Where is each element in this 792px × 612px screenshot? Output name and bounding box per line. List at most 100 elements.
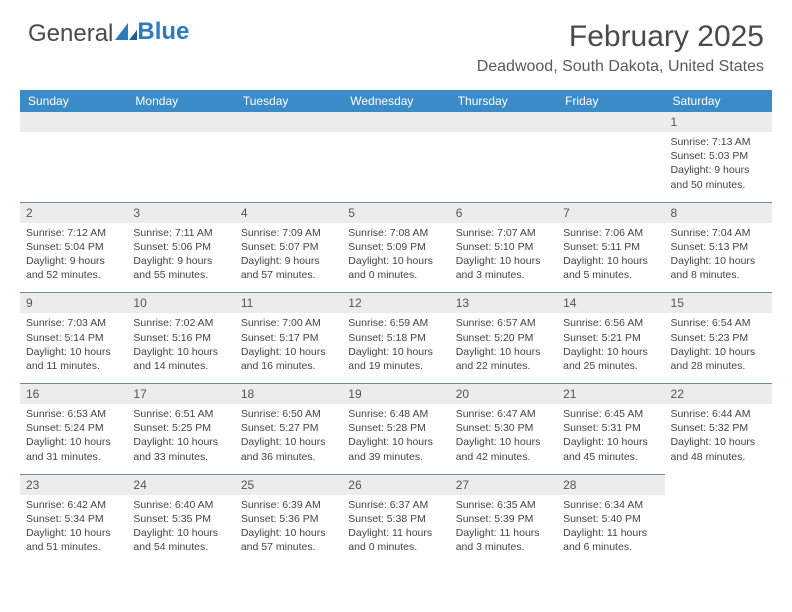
- calendar-day: [235, 112, 342, 202]
- sunrise-text: Sunrise: 6:47 AM: [456, 407, 551, 421]
- daylight-text: Daylight: 9 hours and 50 minutes.: [671, 163, 766, 191]
- calendar-day: 13Sunrise: 6:57 AMSunset: 5:20 PMDayligh…: [450, 293, 557, 384]
- calendar-day: 15Sunrise: 6:54 AMSunset: 5:23 PMDayligh…: [665, 293, 772, 384]
- day-details: Sunrise: 7:00 AMSunset: 5:17 PMDaylight:…: [235, 313, 342, 383]
- daylight-text: Daylight: 10 hours and 36 minutes.: [241, 435, 336, 463]
- calendar-day: 10Sunrise: 7:02 AMSunset: 5:16 PMDayligh…: [127, 293, 234, 384]
- calendar-day: 14Sunrise: 6:56 AMSunset: 5:21 PMDayligh…: [557, 293, 664, 384]
- day-number: 4: [235, 203, 342, 223]
- daylight-text: Daylight: 11 hours and 6 minutes.: [563, 526, 658, 554]
- calendar-day: 24Sunrise: 6:40 AMSunset: 5:35 PMDayligh…: [127, 474, 234, 564]
- sunset-text: Sunset: 5:20 PM: [456, 331, 551, 345]
- sunset-text: Sunset: 5:14 PM: [26, 331, 121, 345]
- day-number: 25: [235, 475, 342, 495]
- day-details: [235, 132, 342, 159]
- day-number: [557, 112, 664, 132]
- day-details: Sunrise: 7:09 AMSunset: 5:07 PMDaylight:…: [235, 223, 342, 293]
- daylight-text: Daylight: 9 hours and 52 minutes.: [26, 254, 121, 282]
- calendar-day: 21Sunrise: 6:45 AMSunset: 5:31 PMDayligh…: [557, 384, 664, 475]
- day-number: 23: [20, 475, 127, 495]
- calendar-day: 26Sunrise: 6:37 AMSunset: 5:38 PMDayligh…: [342, 474, 449, 564]
- day-details: Sunrise: 6:42 AMSunset: 5:34 PMDaylight:…: [20, 495, 127, 565]
- sunset-text: Sunset: 5:07 PM: [241, 240, 336, 254]
- sunrise-text: Sunrise: 7:13 AM: [671, 135, 766, 149]
- day-header: Saturday: [665, 90, 772, 112]
- day-header-row: SundayMondayTuesdayWednesdayThursdayFrid…: [20, 90, 772, 112]
- sunset-text: Sunset: 5:03 PM: [671, 149, 766, 163]
- sunrise-text: Sunrise: 6:45 AM: [563, 407, 658, 421]
- day-details: Sunrise: 7:12 AMSunset: 5:04 PMDaylight:…: [20, 223, 127, 293]
- sunrise-text: Sunrise: 7:08 AM: [348, 226, 443, 240]
- daylight-text: Daylight: 10 hours and 16 minutes.: [241, 345, 336, 373]
- logo: General Blue: [28, 20, 189, 48]
- calendar-week: 9Sunrise: 7:03 AMSunset: 5:14 PMDaylight…: [20, 293, 772, 384]
- day-details: Sunrise: 7:02 AMSunset: 5:16 PMDaylight:…: [127, 313, 234, 383]
- daylight-text: Daylight: 10 hours and 54 minutes.: [133, 526, 228, 554]
- day-details: Sunrise: 6:59 AMSunset: 5:18 PMDaylight:…: [342, 313, 449, 383]
- sunset-text: Sunset: 5:31 PM: [563, 421, 658, 435]
- day-number: 8: [665, 203, 772, 223]
- sunrise-text: Sunrise: 7:09 AM: [241, 226, 336, 240]
- sunset-text: Sunset: 5:28 PM: [348, 421, 443, 435]
- day-number: 1: [665, 112, 772, 132]
- calendar-day: 12Sunrise: 6:59 AMSunset: 5:18 PMDayligh…: [342, 293, 449, 384]
- calendar-week: 23Sunrise: 6:42 AMSunset: 5:34 PMDayligh…: [20, 474, 772, 564]
- calendar-day: 22Sunrise: 6:44 AMSunset: 5:32 PMDayligh…: [665, 384, 772, 475]
- day-details: Sunrise: 6:45 AMSunset: 5:31 PMDaylight:…: [557, 404, 664, 474]
- sunset-text: Sunset: 5:17 PM: [241, 331, 336, 345]
- daylight-text: Daylight: 10 hours and 8 minutes.: [671, 254, 766, 282]
- calendar-week: 1Sunrise: 7:13 AMSunset: 5:03 PMDaylight…: [20, 112, 772, 202]
- day-number: 10: [127, 293, 234, 313]
- header: General Blue February 2025 Deadwood, Sou…: [0, 0, 792, 84]
- day-details: Sunrise: 6:56 AMSunset: 5:21 PMDaylight:…: [557, 313, 664, 383]
- sunset-text: Sunset: 5:13 PM: [671, 240, 766, 254]
- day-details: Sunrise: 7:08 AMSunset: 5:09 PMDaylight:…: [342, 223, 449, 293]
- sunset-text: Sunset: 5:36 PM: [241, 512, 336, 526]
- calendar-week: 2Sunrise: 7:12 AMSunset: 5:04 PMDaylight…: [20, 202, 772, 293]
- sunrise-text: Sunrise: 6:57 AM: [456, 316, 551, 330]
- daylight-text: Daylight: 10 hours and 3 minutes.: [456, 254, 551, 282]
- sunrise-text: Sunrise: 7:11 AM: [133, 226, 228, 240]
- logo-word1: General: [28, 20, 113, 48]
- day-number: 28: [557, 475, 664, 495]
- sunset-text: Sunset: 5:06 PM: [133, 240, 228, 254]
- sunset-text: Sunset: 5:09 PM: [348, 240, 443, 254]
- daylight-text: Daylight: 10 hours and 11 minutes.: [26, 345, 121, 373]
- day-number: 12: [342, 293, 449, 313]
- day-details: Sunrise: 6:50 AMSunset: 5:27 PMDaylight:…: [235, 404, 342, 474]
- day-details: Sunrise: 6:37 AMSunset: 5:38 PMDaylight:…: [342, 495, 449, 565]
- sunrise-text: Sunrise: 6:56 AM: [563, 316, 658, 330]
- calendar-day: 25Sunrise: 6:39 AMSunset: 5:36 PMDayligh…: [235, 474, 342, 564]
- sunrise-text: Sunrise: 6:35 AM: [456, 498, 551, 512]
- logo-word2: Blue: [137, 18, 189, 46]
- day-header: Sunday: [20, 90, 127, 112]
- calendar-body: 1Sunrise: 7:13 AMSunset: 5:03 PMDaylight…: [20, 112, 772, 564]
- logo-sail-icon: [115, 20, 137, 48]
- day-number: [450, 112, 557, 132]
- day-header: Tuesday: [235, 90, 342, 112]
- calendar-day: 27Sunrise: 6:35 AMSunset: 5:39 PMDayligh…: [450, 474, 557, 564]
- day-details: Sunrise: 6:35 AMSunset: 5:39 PMDaylight:…: [450, 495, 557, 565]
- calendar-day: 5Sunrise: 7:08 AMSunset: 5:09 PMDaylight…: [342, 202, 449, 293]
- day-number: 14: [557, 293, 664, 313]
- day-details: Sunrise: 7:13 AMSunset: 5:03 PMDaylight:…: [665, 132, 772, 202]
- calendar-day: 16Sunrise: 6:53 AMSunset: 5:24 PMDayligh…: [20, 384, 127, 475]
- day-number: 5: [342, 203, 449, 223]
- day-header: Monday: [127, 90, 234, 112]
- sunset-text: Sunset: 5:38 PM: [348, 512, 443, 526]
- sunset-text: Sunset: 5:35 PM: [133, 512, 228, 526]
- sunrise-text: Sunrise: 6:54 AM: [671, 316, 766, 330]
- sunrise-text: Sunrise: 6:44 AM: [671, 407, 766, 421]
- sunrise-text: Sunrise: 7:12 AM: [26, 226, 121, 240]
- sunset-text: Sunset: 5:16 PM: [133, 331, 228, 345]
- sunrise-text: Sunrise: 6:53 AM: [26, 407, 121, 421]
- sunrise-text: Sunrise: 6:59 AM: [348, 316, 443, 330]
- calendar-day: 19Sunrise: 6:48 AMSunset: 5:28 PMDayligh…: [342, 384, 449, 475]
- day-number: 16: [20, 384, 127, 404]
- sunrise-text: Sunrise: 6:42 AM: [26, 498, 121, 512]
- calendar-day: 17Sunrise: 6:51 AMSunset: 5:25 PMDayligh…: [127, 384, 234, 475]
- day-details: Sunrise: 6:51 AMSunset: 5:25 PMDaylight:…: [127, 404, 234, 474]
- day-number: 24: [127, 475, 234, 495]
- day-number: 19: [342, 384, 449, 404]
- day-number: 22: [665, 384, 772, 404]
